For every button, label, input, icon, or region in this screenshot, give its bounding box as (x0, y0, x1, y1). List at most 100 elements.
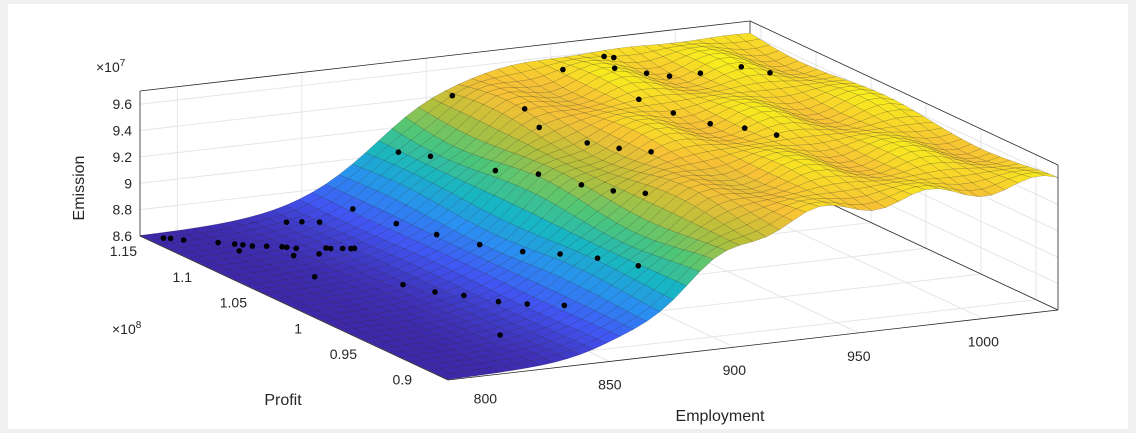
scatter-point (290, 252, 297, 259)
z-tick-label: 9.6 (113, 96, 133, 112)
z-multiplier-label: ×107 (96, 58, 126, 75)
scatter-point (311, 274, 318, 280)
scatter-point (666, 73, 673, 79)
z-tick-label: 8.6 (113, 228, 133, 244)
x-tick-label: 1000 (968, 334, 999, 350)
surface-mesh (139, 32, 1059, 380)
surface-patch (852, 85, 876, 92)
axes-box-edge (139, 235, 449, 381)
scatter-point (616, 145, 622, 152)
scatter-point (767, 70, 773, 76)
scatter-point (432, 289, 438, 295)
scatter-point (584, 140, 590, 146)
scatter-point (536, 124, 542, 131)
scatter-point (524, 301, 531, 307)
scatter-point (215, 239, 221, 246)
y-tick-label: 1.15 (110, 243, 137, 259)
scatter-point (323, 245, 329, 251)
scatter-point (249, 243, 256, 249)
scatter-point (351, 245, 358, 252)
scatter-point (636, 96, 642, 103)
z-multiplier-base: ×10 (96, 59, 120, 75)
axes-box-edge (447, 309, 1059, 381)
scatter-point (578, 182, 585, 188)
x-axis-label: Employment (676, 408, 765, 425)
scatter-point (236, 248, 243, 254)
scatter-point (642, 190, 649, 197)
scatter-point (643, 70, 650, 76)
scatter-point (293, 245, 300, 252)
scatter-point (707, 120, 713, 127)
scatter-point (299, 219, 305, 225)
scatter-point (279, 244, 285, 250)
scatter-point (521, 106, 528, 112)
scatter-point (461, 292, 467, 299)
scatter-point (240, 242, 246, 248)
z-tick-label: 9.4 (113, 123, 133, 139)
scatter-point (497, 332, 503, 338)
z-tick-label: 9 (124, 175, 132, 191)
surface-patch (890, 103, 914, 111)
surface-patch (948, 138, 972, 150)
scatter-point (610, 188, 617, 194)
surface-patch (996, 160, 1021, 167)
z-axis-label: Emission (71, 156, 88, 221)
x-tick-label: 900 (723, 362, 747, 378)
scatter-point (594, 255, 601, 261)
scatter-point (283, 219, 290, 225)
y-tick-label: 1.05 (220, 295, 247, 311)
z-tick-label: 8.8 (113, 202, 133, 218)
scatter-point (495, 298, 502, 305)
scatter-point (741, 125, 748, 131)
scatter-point (557, 251, 563, 257)
scatter-point (670, 110, 677, 116)
surface-patch (784, 60, 809, 71)
surface-patch (1035, 172, 1059, 178)
scatter-point (449, 92, 456, 99)
scatter-point (316, 219, 323, 225)
scatter-point (339, 245, 346, 252)
y-axis-label: Profit (264, 392, 302, 409)
scatter-point (519, 248, 526, 255)
scatter-point (400, 281, 406, 288)
scatter-point (350, 206, 356, 212)
scatter-point (561, 302, 568, 309)
scatter-point (773, 132, 780, 138)
scatter-point (180, 237, 187, 243)
scatter-point (611, 54, 617, 61)
surface-patch (976, 152, 1001, 162)
y-tick-label: 0.9 (393, 372, 413, 388)
scatter-point (263, 243, 270, 249)
scatter-point (697, 70, 704, 76)
x-tick-label: 850 (598, 376, 622, 392)
x-tick-label: 800 (474, 391, 498, 407)
z-tick-label: 9.2 (113, 149, 133, 165)
y-tick-label: 1.1 (173, 269, 193, 285)
y-tick-label: 0.95 (330, 346, 357, 362)
scatter-point (738, 64, 745, 70)
scatter-point (231, 241, 238, 247)
scatter-point (492, 167, 499, 174)
scatter-point (395, 149, 402, 155)
scatter-point (327, 245, 334, 252)
scatter-point (284, 244, 290, 251)
scatter-point (433, 231, 440, 238)
x-tick-label: 950 (847, 348, 871, 364)
axes-box-edge (749, 20, 1059, 166)
scatter-points (160, 53, 780, 338)
scatter-point (560, 66, 566, 73)
surface-patch (803, 69, 828, 77)
surface-patch (765, 50, 789, 62)
surface-patch (957, 143, 982, 155)
surface-patch (1006, 163, 1030, 169)
z-multiplier-exponent: 7 (120, 58, 126, 69)
scatter-point (167, 235, 174, 242)
surface-patch (899, 109, 925, 117)
axes-box-edge (139, 20, 751, 92)
scatter-point (476, 241, 483, 248)
scatter-point (160, 235, 167, 241)
scatter-point (535, 171, 542, 177)
y-tick-label: 1 (294, 320, 302, 336)
y-multiplier-base: ×10 (112, 321, 136, 337)
